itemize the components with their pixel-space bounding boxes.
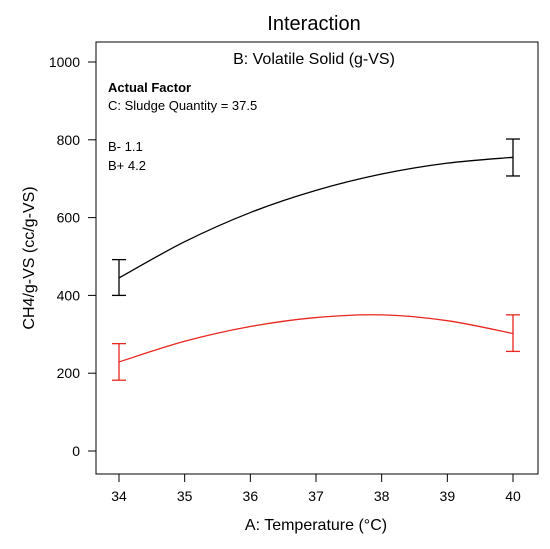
y-tick-label-3: 600	[57, 210, 81, 226]
error-bar-1-1	[506, 314, 520, 353]
y-tick-label-5: 1000	[49, 54, 80, 70]
error-bar-0-0	[112, 258, 126, 297]
x-axis-ticks: 34 35 36 37 38 39 40	[111, 474, 521, 504]
series-line-0	[118, 156, 514, 279]
x-tick-label-4: 38	[374, 488, 390, 504]
legend-entry-b-plus: B+ 4.2	[108, 158, 146, 173]
x-tick-label-3: 37	[308, 488, 324, 504]
y-tick-label-0: 0	[72, 443, 80, 459]
error-bar-1-0	[112, 342, 126, 381]
x-tick-label-2: 36	[243, 488, 259, 504]
y-axis-label: CH4/g-VS (cc/g-VS)	[21, 186, 38, 329]
error-bar-0-1	[506, 138, 520, 177]
plot-frame	[95, 41, 539, 475]
actual-factor-heading: Actual Factor	[108, 80, 191, 95]
x-axis-label: A: Temperature (°C)	[245, 517, 387, 534]
chart-title: Interaction	[267, 13, 360, 35]
x-tick-label-5: 39	[440, 488, 456, 504]
x-tick-label-1: 35	[177, 488, 193, 504]
legend-entry-b-minus: B- 1.1	[108, 139, 143, 154]
y-tick-label-2: 400	[57, 287, 81, 303]
series-layer	[112, 138, 520, 381]
y-tick-label-1: 200	[57, 365, 81, 381]
series-line-1	[118, 314, 514, 363]
y-axis-ticks: 0 200 400 600 800 1000	[49, 54, 96, 459]
x-tick-label-6: 40	[505, 488, 521, 504]
x-tick-label-0: 34	[111, 488, 127, 504]
chart-subtitle: B: Volatile Solid (g-VS)	[233, 51, 395, 68]
actual-factor-value: C: Sludge Quantity = 37.5	[108, 98, 257, 113]
y-tick-label-4: 800	[57, 132, 81, 148]
